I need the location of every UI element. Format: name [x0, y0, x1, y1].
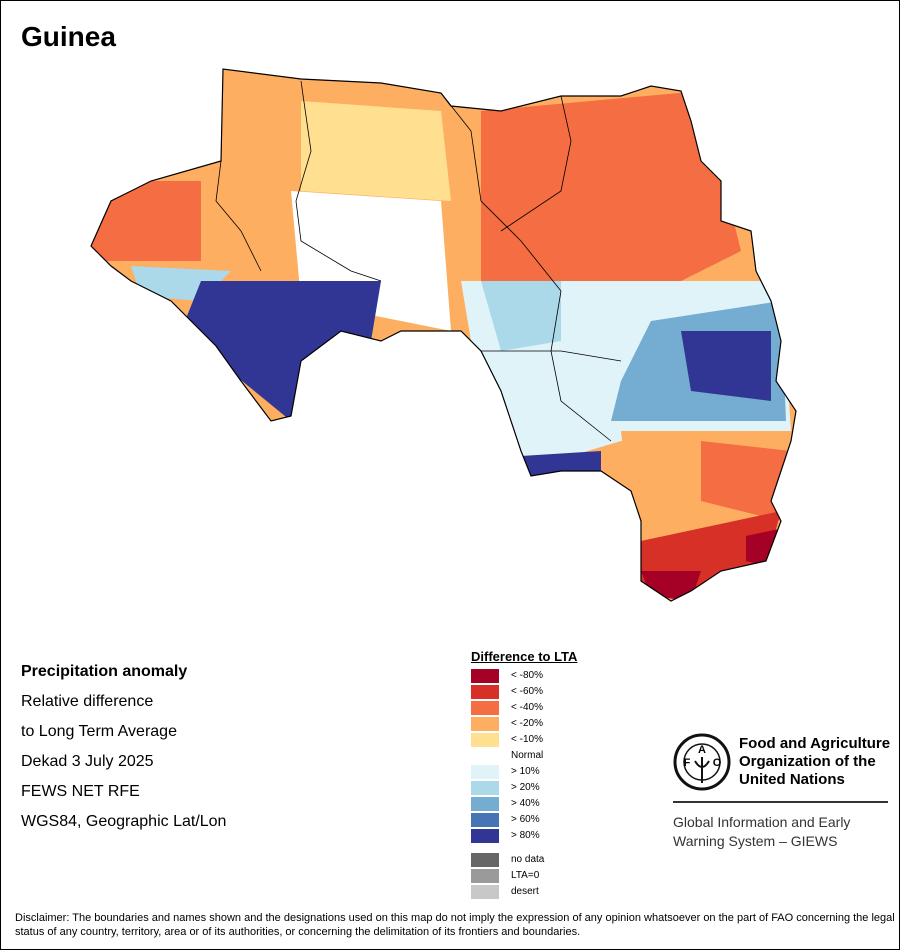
- legend-label: < -40%: [511, 702, 543, 713]
- fao-logo-block: A F O Food and Agriculture Organization …: [673, 733, 890, 849]
- info-heading: Precipitation anomaly: [21, 663, 188, 680]
- disclaimer: Disclaimer: The boundaries and names sho…: [15, 912, 895, 938]
- region-light-deficit: [301, 101, 451, 201]
- legend-swatch: [471, 685, 499, 699]
- legend-label: < -10%: [511, 734, 543, 745]
- map-title: Guinea: [21, 21, 116, 52]
- legend-swatch: [471, 669, 499, 683]
- info-period: Dekad 3 July 2025: [21, 753, 154, 770]
- legend-swatch: [471, 765, 499, 779]
- svg-text:O: O: [713, 757, 722, 769]
- fao-name-line1: Food and Agriculture: [739, 735, 891, 752]
- region-ne-deficit: [481, 91, 741, 301]
- legend-swatch: [471, 885, 499, 899]
- info-projection: WGS84, Geographic Lat/Lon: [21, 813, 227, 830]
- legend-label: < -20%: [511, 718, 543, 729]
- legend-swatch: [471, 829, 499, 843]
- anomaly-raster: [91, 69, 796, 601]
- divider: [673, 801, 888, 803]
- legend-item: < -40%: [471, 700, 577, 716]
- giews-name: Global Information and Early Warning Sys…: [673, 813, 850, 851]
- info-line2: to Long Term Average: [21, 723, 177, 740]
- legend-swatch: [471, 869, 499, 883]
- legend: Difference to LTA < -80% < -60% < -40% < -2…: [471, 649, 577, 900]
- svg-text:A: A: [698, 744, 706, 756]
- legend-label: desert: [511, 886, 539, 897]
- legend-item: < -20%: [471, 716, 577, 732]
- info-line1: Relative difference: [21, 693, 154, 710]
- legend-item: > 10%: [471, 764, 577, 780]
- admin-boundaries: [215, 80, 622, 442]
- region-east-surplus-strong: [681, 331, 771, 401]
- legend-item: > 80%: [471, 828, 577, 844]
- region-se-deficit-extreme: [641, 571, 701, 601]
- giews-line1: Global Information and Early: [673, 814, 851, 830]
- region-central-surplus: [481, 281, 561, 351]
- giews-line2: Warning System – GIEWS: [673, 833, 838, 849]
- region-south-surplus: [521, 451, 601, 476]
- legend-label: LTA=0: [511, 870, 540, 881]
- legend-label: < -80%: [511, 670, 543, 681]
- legend-label: no data: [511, 854, 545, 865]
- fao-name-line3: United Nations: [739, 771, 845, 788]
- legend-item: < -60%: [471, 684, 577, 700]
- region-se-deficit-extreme-2: [746, 529, 779, 566]
- legend-label: < -60%: [511, 686, 543, 697]
- region-sw-surplus: [181, 281, 381, 421]
- legend-label: > 20%: [511, 782, 540, 793]
- legend-item: > 20%: [471, 780, 577, 796]
- legend-swatch: [471, 781, 499, 795]
- legend-item: no data: [471, 852, 577, 868]
- legend-item: LTA=0: [471, 868, 577, 884]
- legend-swatch: [471, 717, 499, 731]
- region-west-deficit: [91, 181, 201, 261]
- svg-text:F: F: [684, 757, 691, 769]
- legend-label: > 10%: [511, 766, 540, 777]
- fao-logo: A F O: [673, 733, 731, 791]
- legend-label: > 40%: [511, 798, 540, 809]
- legend-item: desert: [471, 884, 577, 900]
- legend-swatch: [471, 853, 499, 867]
- legend-swatch: [471, 797, 499, 811]
- legend-item: Normal: [471, 748, 577, 764]
- legend-item: < -80%: [471, 668, 577, 684]
- legend-title: Difference to LTA: [471, 649, 578, 664]
- legend-extra-items: no data LTA=0 desert: [471, 852, 577, 900]
- info-source: FEWS NET RFE: [21, 783, 140, 800]
- legend-swatch: [471, 701, 499, 715]
- legend-swatch: [471, 749, 499, 763]
- legend-item: > 60%: [471, 812, 577, 828]
- region-se-deficit-moderate: [701, 441, 791, 521]
- fao-name-line2: Organization of the: [739, 753, 876, 770]
- legend-items: < -80% < -60% < -40% < -20% < -10% Normal > 10…: [471, 668, 577, 844]
- fao-name: Food and Agriculture Organization of the…: [739, 735, 890, 789]
- legend-label: > 60%: [511, 814, 540, 825]
- legend-item: > 40%: [471, 796, 577, 812]
- legend-swatch: [471, 813, 499, 827]
- legend-label: > 80%: [511, 830, 540, 841]
- legend-swatch: [471, 733, 499, 747]
- legend-item: < -10%: [471, 732, 577, 748]
- legend-label: Normal: [511, 750, 544, 761]
- map-info: Precipitation anomaly Relative differenc…: [21, 657, 226, 837]
